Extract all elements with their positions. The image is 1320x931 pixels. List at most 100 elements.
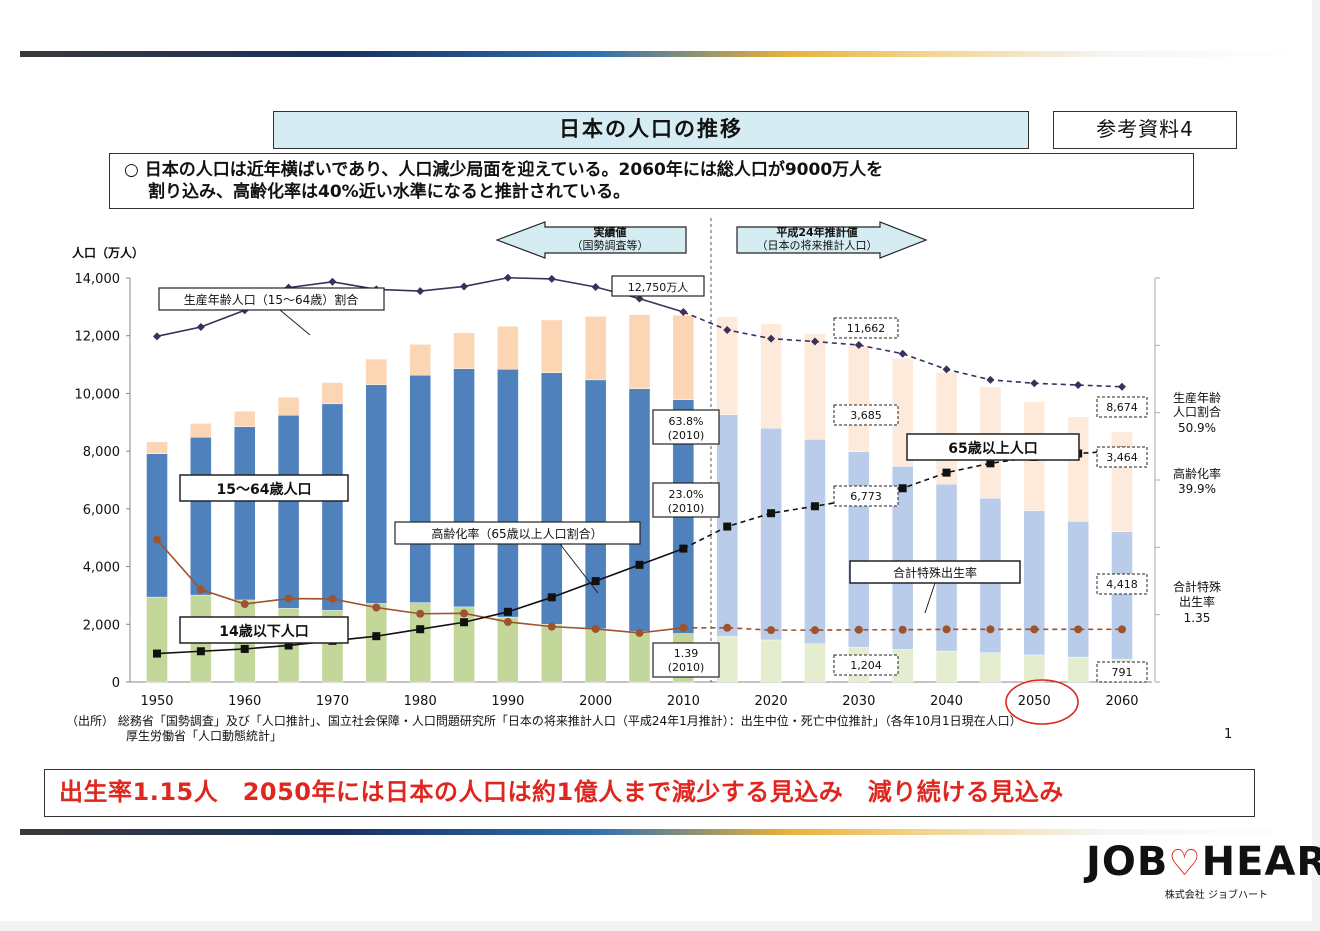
x-tick-label: 1990 <box>491 694 524 709</box>
elderly-2060-value: 3,464 <box>1106 451 1138 464</box>
tfr-line-point <box>942 625 951 634</box>
bar-elderly <box>321 382 344 405</box>
bar-young <box>804 643 826 683</box>
working-pop-label-box <box>179 474 349 502</box>
y-tick-label: 0 <box>112 676 120 691</box>
page-title: 日本の人口の推移 <box>273 111 1029 149</box>
bar-young <box>760 639 782 683</box>
bar-young <box>584 628 607 683</box>
y-axis-label: 人口（万人） <box>72 245 144 260</box>
working-pop-label: 15〜64歳人口 <box>217 481 312 498</box>
x-tick-label: 2040 <box>930 694 963 709</box>
young-2030-value: 1,204 <box>850 659 882 672</box>
tfr-line-point <box>503 617 512 626</box>
top-decorative-rule <box>20 51 1300 57</box>
y-tick-label: 2,000 <box>83 618 120 633</box>
tfr-line-point <box>372 603 381 612</box>
tfr-line-point <box>810 626 819 635</box>
tfr-leader <box>924 582 936 614</box>
bar-elderly <box>190 423 212 438</box>
young-2060-box <box>1096 661 1148 683</box>
working-2060-value: 4,418 <box>1106 578 1138 591</box>
elderly-2060-box <box>1096 446 1148 468</box>
tfr-line-point <box>284 594 293 603</box>
summary-box: ○ 日本の人口は近年横ばいであり、人口減少局面を迎えている。2060年には総人口… <box>109 153 1194 209</box>
tfr-line-point <box>767 626 776 635</box>
working-ratio-line-point <box>679 307 688 316</box>
aging-rate-line-point <box>679 544 688 553</box>
tfr-2010-value: 1.39 <box>674 647 699 660</box>
logo-company-name: 株式会社 ジョブハート <box>1164 890 1268 901</box>
bar-young <box>453 606 475 683</box>
tfr-line-point <box>240 600 249 608</box>
bar-young <box>497 616 519 683</box>
bar-elderly <box>541 319 563 373</box>
actual-values-sublabel: （国勢調査等） <box>572 238 649 252</box>
x-tick-label: 2010 <box>667 694 700 709</box>
elderly-pop-label-box <box>906 433 1080 461</box>
total-2060-box <box>1096 396 1148 418</box>
conclusion-banner: 出生率1.15人 2050年には日本の人口は約1億人まで減少する見込み 減り続け… <box>44 769 1255 817</box>
tfr-line-point <box>854 625 863 634</box>
y-tick-label: 6,000 <box>83 503 120 518</box>
bar-elderly <box>584 316 607 381</box>
working-ratio-line-point <box>635 294 644 303</box>
aging-rate-line-point <box>372 632 381 641</box>
working-ratio-line-point <box>1074 381 1083 390</box>
x-tick-label: 1970 <box>316 694 349 709</box>
bar-elderly <box>804 333 826 440</box>
logo-wordmark: JOB♡HEART <box>1086 838 1320 888</box>
bar-elderly <box>409 344 431 376</box>
bar-elderly <box>277 396 300 416</box>
bar-working <box>146 453 168 598</box>
bar-elderly <box>453 332 475 369</box>
right-working-ratio-value: 50.9% <box>1178 421 1216 435</box>
bar-elderly <box>848 345 870 453</box>
working-ratio-line-point <box>1118 382 1126 391</box>
page-number: 1 <box>1224 727 1233 742</box>
tfr-line-point <box>898 625 907 634</box>
x-tick-label: 2050 <box>1018 694 1051 709</box>
working-ratio-line-point <box>503 273 512 282</box>
bar-elderly <box>234 411 256 428</box>
peak-total-label: 12,750万人 <box>628 281 689 294</box>
working-ratio-line-point <box>986 375 995 384</box>
total-2030-box <box>833 317 899 339</box>
working-2030-value: 6,773 <box>850 490 882 503</box>
bar-young <box>935 650 958 683</box>
y-tick-label: 8,000 <box>83 445 120 460</box>
actual-values-arrow <box>495 221 687 259</box>
tfr-line-point <box>196 585 205 594</box>
working-ratio-line-point <box>547 274 556 283</box>
tfr-line-point <box>1118 625 1126 634</box>
tfr-line-point <box>591 624 600 633</box>
source-line-1: （出所） 総務省「国勢調査」及び「人口推計」、国立社会保障・人口問題研究所「日本… <box>66 714 1022 728</box>
source-line-2: 厚生労働省「人口動態統計」 <box>126 729 283 743</box>
elderly-2030-box <box>833 404 899 426</box>
total-2030-value: 11,662 <box>847 322 886 335</box>
tfr-line-point <box>986 625 995 634</box>
heart-icon: ♡ <box>1168 843 1202 884</box>
tfr-line-point <box>679 623 688 632</box>
elderly-2030-value: 3,685 <box>850 409 882 422</box>
bar-young <box>628 631 651 683</box>
aging-rate-label: 高齢化率（65歳以上人口割合） <box>431 526 602 541</box>
bar-young <box>1067 656 1089 683</box>
aging-rate-2010-year: (2010) <box>668 502 705 515</box>
bar-working <box>848 451 870 648</box>
x-tick-label: 1960 <box>228 694 261 709</box>
working-ratio-line-point <box>723 325 732 334</box>
elderly-pop-label: 65歳以上人口 <box>948 440 1037 457</box>
aging-rate-leader <box>559 543 599 594</box>
y-tick-label: 12,000 <box>75 330 121 345</box>
tfr-line-point <box>1074 625 1083 634</box>
company-logo: JOB♡HEART 株式会社 ジョブハート <box>1086 838 1320 908</box>
working-ratio-label-box <box>158 287 385 311</box>
working-ratio-line-point <box>416 287 425 296</box>
working-ratio-2010-value: 63.8% <box>669 415 704 428</box>
bar-working <box>190 436 212 596</box>
bar-elderly <box>365 358 388 385</box>
right-tfr-value: 1.35 <box>1184 611 1211 625</box>
working-ratio-2010-box <box>652 409 720 445</box>
x-tick-label: 2020 <box>755 694 788 709</box>
